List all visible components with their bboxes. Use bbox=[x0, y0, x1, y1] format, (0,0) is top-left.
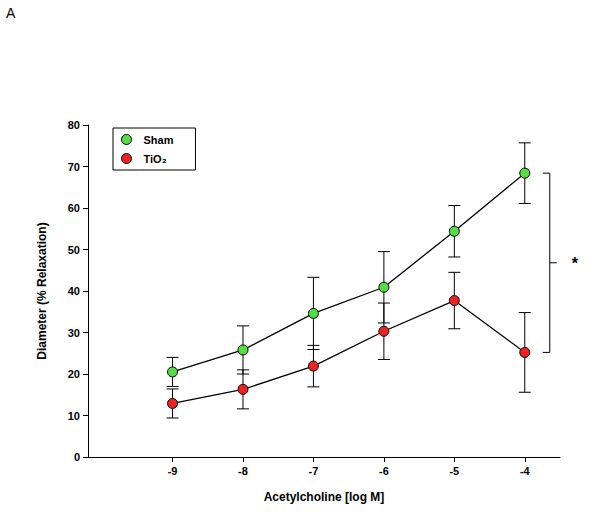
svg-text:-4: -4 bbox=[520, 465, 531, 477]
svg-text:50: 50 bbox=[68, 244, 80, 256]
svg-text:Acetylcholine [log M]: Acetylcholine [log M] bbox=[264, 490, 385, 504]
svg-text:Sham: Sham bbox=[144, 134, 174, 146]
svg-text:-9: -9 bbox=[168, 465, 178, 477]
svg-text:Diameter (% Relaxation): Diameter (% Relaxation) bbox=[35, 222, 49, 359]
svg-text:-6: -6 bbox=[379, 465, 389, 477]
svg-text:-7: -7 bbox=[309, 465, 319, 477]
svg-text:-8: -8 bbox=[238, 465, 248, 477]
svg-text:30: 30 bbox=[68, 327, 80, 339]
svg-text:80: 80 bbox=[68, 119, 80, 131]
svg-text:TiO₂: TiO₂ bbox=[144, 153, 167, 165]
svg-text:40: 40 bbox=[68, 285, 80, 297]
svg-text:60: 60 bbox=[68, 202, 80, 214]
svg-text:-5: -5 bbox=[449, 465, 459, 477]
svg-text:70: 70 bbox=[68, 161, 80, 173]
svg-text:A: A bbox=[6, 5, 16, 21]
svg-text:10: 10 bbox=[68, 410, 80, 422]
svg-text:*: * bbox=[572, 255, 579, 272]
svg-text:0: 0 bbox=[74, 451, 80, 463]
svg-text:20: 20 bbox=[68, 368, 80, 380]
